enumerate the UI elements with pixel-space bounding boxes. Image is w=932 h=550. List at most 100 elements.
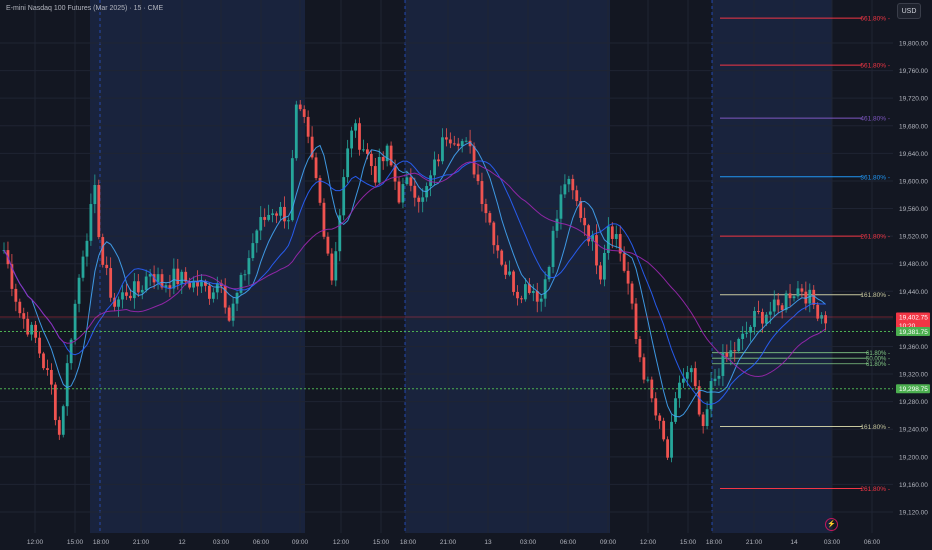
candle-body [283, 206, 286, 222]
candle-body [405, 177, 409, 185]
candle-body [610, 226, 614, 239]
candle-body [761, 311, 764, 324]
candle-body [290, 158, 294, 221]
candle-body [77, 277, 81, 304]
candle-body [650, 379, 654, 399]
candle-body [287, 220, 290, 222]
candle-body [73, 303, 77, 340]
candle-body [824, 315, 827, 324]
price-tag [896, 326, 930, 336]
lightning-icon[interactable]: ⚡ [825, 518, 838, 531]
candle-body [148, 274, 152, 277]
fib-label: 561.80% - [860, 63, 890, 70]
candle-body [271, 213, 274, 215]
candle-body [302, 109, 306, 117]
candle-body [129, 295, 132, 299]
price-tag-text: 19,298.75 [899, 386, 928, 393]
time-tick-label: 18:00 [706, 539, 723, 546]
candle-body [587, 225, 590, 242]
candle-body [409, 177, 413, 186]
price-tick-label: 19,320.00 [899, 372, 928, 379]
candle-body [480, 181, 484, 205]
price-tag [896, 312, 930, 331]
candle-body [57, 420, 61, 435]
currency-button[interactable]: USD [897, 3, 921, 19]
price-tick-label: 19,360.00 [899, 344, 928, 351]
fib-label: 361.80% - [860, 174, 890, 181]
candle-body [772, 299, 776, 312]
candle-body [512, 271, 515, 292]
moving-averages [3, 141, 826, 418]
candle-body [53, 384, 57, 421]
time-tick-label: 06:00 [864, 539, 881, 546]
price-tick-label: 19,200.00 [899, 454, 928, 461]
candle-body [697, 386, 701, 415]
candle-body [342, 177, 346, 216]
candle-body [10, 264, 14, 289]
candle-body [662, 420, 666, 440]
candle-body [42, 353, 45, 369]
time-tick-label: 03:00 [520, 539, 537, 546]
candle-body [433, 159, 436, 176]
price-tick-label: 19,600.00 [899, 178, 928, 185]
candle-body [464, 140, 468, 142]
candle-body [417, 197, 421, 202]
time-tick-label: 15:00 [680, 539, 697, 546]
candle-body [346, 148, 350, 178]
candle-body [168, 285, 172, 289]
candle-body [121, 292, 124, 300]
candle-body [14, 288, 18, 302]
price-tick-label: 19,440.00 [899, 289, 928, 296]
candle-body [689, 368, 693, 373]
session-band [405, 0, 610, 533]
ma-fast [3, 141, 826, 418]
candle-body [50, 369, 53, 385]
price-tick-label: 19,160.00 [899, 482, 928, 489]
candle-body [626, 270, 630, 284]
price-tick-label: 19,800.00 [899, 41, 928, 48]
fib-label: 261.80% - [860, 234, 890, 241]
candle-body [709, 381, 713, 410]
candle-body [18, 301, 22, 314]
candle-body [527, 284, 531, 293]
candle-body [583, 217, 587, 226]
candle-body [705, 409, 709, 426]
time-axis[interactable] [0, 533, 893, 550]
candle-body [81, 256, 85, 278]
candle-body [369, 153, 373, 167]
time-tick-label: 12:00 [640, 539, 657, 546]
price-axis[interactable] [893, 0, 932, 550]
candle-body [350, 130, 353, 149]
candle-body [136, 281, 140, 293]
candle-body [800, 288, 804, 292]
fib-label: 461.80% - [860, 116, 890, 123]
candle-body [682, 378, 685, 383]
price-tag-text: 19,381.75 [899, 329, 928, 336]
candle-body [144, 276, 148, 290]
candle-body [89, 204, 93, 241]
candle-body [820, 315, 824, 319]
candle-body [729, 350, 733, 357]
candle-body [575, 190, 579, 202]
candle-body [125, 292, 128, 296]
price-tick-label: 19,640.00 [899, 151, 928, 158]
candle-body [208, 285, 211, 299]
candle-body [61, 406, 65, 435]
candle-body [211, 292, 215, 299]
candle-body [358, 123, 361, 150]
candle-body [326, 236, 330, 254]
candle-body [239, 274, 243, 293]
candle-body [204, 281, 207, 286]
candle-body [385, 145, 389, 162]
candle-body [642, 357, 646, 380]
candle-body [721, 352, 725, 376]
retracement-label: 50.00% - [866, 357, 890, 363]
price-tick-label: 19,520.00 [899, 234, 928, 241]
candle-body [535, 290, 539, 302]
candle-body [488, 213, 492, 223]
candle-body [595, 235, 598, 266]
candle-body [804, 291, 808, 304]
candle-body [176, 268, 180, 285]
candle-body [373, 166, 377, 183]
